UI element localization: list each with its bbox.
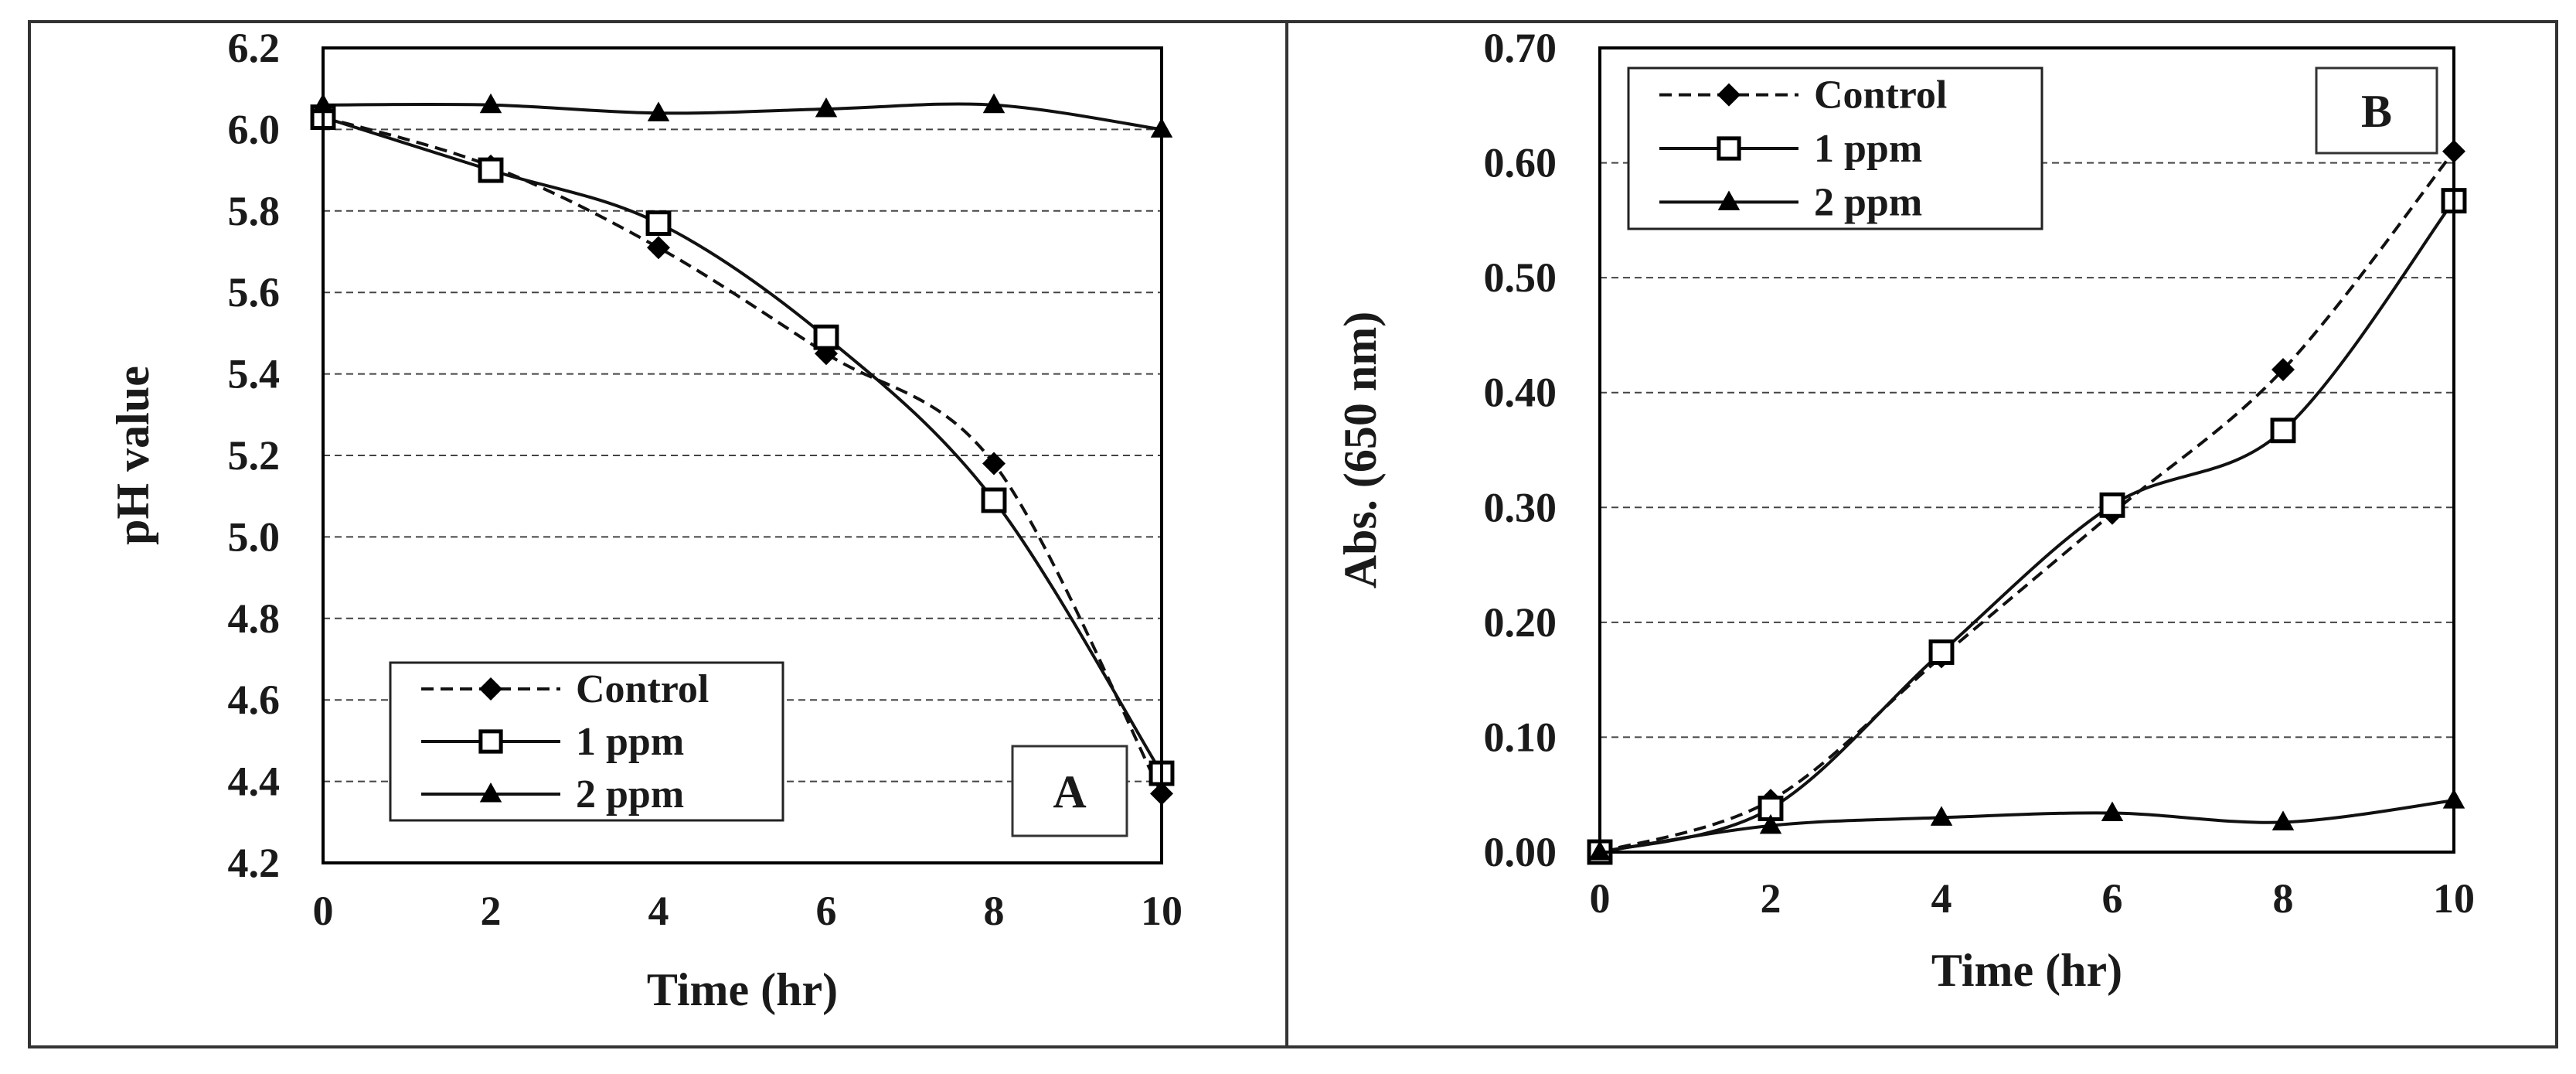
panel-a-y-tick-label: 5.0 <box>228 513 281 560</box>
panel-b-data-point <box>2270 418 2296 444</box>
panel-b-data-point <box>1928 639 1955 665</box>
panel-a-x-tick-label: 8 <box>984 888 1005 934</box>
panel-a-chart: 4.2 4.4 4.6 4.8 5.0 5.2 5.4 5.6 5.8 6.0 6.2 0 2 4 6 8 10… <box>107 25 1183 1015</box>
panel-b-y-tick-label: 0.20 <box>1484 599 1557 646</box>
panel-a-markers <box>310 93 1175 806</box>
panel-b-x-tick-label: 8 <box>2273 875 2294 922</box>
panel-b-legend-marker <box>1717 190 1741 210</box>
panel-b-y-tick-label: 0.10 <box>1484 714 1557 760</box>
panel-b-y-tick-label: 0.70 <box>1484 25 1557 71</box>
panel-a-y-tick-label: 4.8 <box>228 595 281 642</box>
panel-a-tick-labels: 4.2 4.4 4.6 4.8 5.0 5.2 5.4 5.6 5.8 6.0 6.2 0 2 4 6 8 10 <box>228 25 1183 934</box>
panel-b-data-point <box>2271 810 2295 830</box>
panel-a-legend-label: 1 ppm <box>576 720 684 764</box>
panel-b-data-point <box>2101 801 2124 821</box>
panel-a-x-tick-label: 4 <box>648 888 669 934</box>
panel-b-legend: Control 1 ppm 2 ppm <box>1627 66 2043 230</box>
panel-a-y-tick-label: 4.6 <box>228 677 281 723</box>
panel-b-x-axis-title: Time (hr) <box>1931 945 2122 996</box>
panel-b-tick-labels: 0.00 0.10 0.20 0.30 0.40 0.50 0.60 0.70 0 2 4 6 8 10 <box>1484 25 2476 922</box>
panel-b-markers <box>1587 139 2467 865</box>
panel-a-data-point <box>647 236 670 260</box>
panel-b-x-tick-label: 0 <box>1590 875 1611 922</box>
panel-b-y-tick-label: 0.40 <box>1484 370 1557 416</box>
panel-b-legend-label: 1 ppm <box>1814 127 1922 171</box>
panel-a-y-tick-label: 4.4 <box>228 759 281 805</box>
panel-b-x-tick-label: 10 <box>2433 875 2475 922</box>
panel-a-data-point <box>645 210 672 237</box>
panel-b-gridlines <box>1600 162 2454 738</box>
panel-a-x-tick-label: 2 <box>481 888 502 934</box>
panel-a-x-axis-title: Time (hr) <box>647 964 838 1015</box>
panel-b-y-tick-label: 0.50 <box>1484 254 1557 301</box>
panel-a-legend-marker <box>479 782 502 803</box>
panel-a-x-tick-label: 0 <box>313 888 334 934</box>
panel-a-data-point <box>982 93 1006 114</box>
panel-b-y-tick-label: 0.30 <box>1484 484 1557 530</box>
panel-b-legend-label: 2 ppm <box>1814 180 1922 224</box>
panel-b-y-tick-label: 0.60 <box>1484 140 1557 186</box>
panel-a-letter: A <box>1053 766 1086 817</box>
panel-a-y-tick-label: 5.8 <box>228 188 281 234</box>
panel-b-legend-marker <box>1717 83 1741 107</box>
panel-a-x-tick-label: 10 <box>1141 888 1183 934</box>
panel-a-data-point <box>982 452 1006 476</box>
panel-a-legend-marker <box>478 729 503 754</box>
panel-b-series-lines <box>1599 150 2455 854</box>
panel-a-x-tick-label: 6 <box>816 888 837 934</box>
panel-a-data-point <box>479 93 502 114</box>
panel-a-label-box: A <box>1011 745 1128 837</box>
panel-a-data-point <box>813 324 839 350</box>
panel-a-y-tick-label: 5.2 <box>228 432 281 479</box>
panel-b-chart: 0.000.100.200.300.400.500.600.700 2 4 6 8 10 … <box>1335 25 2475 996</box>
panel-b-data-point <box>1930 806 1953 826</box>
panel-b-series-line-2 <box>1599 799 2455 854</box>
panel-b-series-line-1 <box>1599 199 2455 854</box>
panel-b-y-tick-label: 0.00 <box>1484 829 1557 875</box>
panel-a-y-tick-label: 5.4 <box>228 351 281 397</box>
panel-a-plot-area <box>322 46 1163 864</box>
panel-b-y-axis-title: Abs. (650 nm) <box>1335 312 1386 588</box>
panel-b-series-line-0 <box>1599 150 2455 854</box>
panel-a-legend: Control 1 ppm 2 ppm <box>389 661 784 822</box>
panel-a-y-tick-label: 6.2 <box>228 25 281 71</box>
panel-a-legend-label: Control <box>576 667 709 711</box>
panel-b-plot-area <box>1598 46 2455 854</box>
panel-a-data-point <box>478 157 504 183</box>
panel-a-y-tick-label: 6.0 <box>228 106 281 152</box>
panel-a-data-point <box>815 97 838 118</box>
panel-b-legend-marker <box>1717 136 1741 161</box>
panel-a-legend-label: 2 ppm <box>576 772 684 817</box>
panel-a-y-tick-label: 5.6 <box>228 269 281 315</box>
panel-b-label-box: B <box>2315 66 2438 155</box>
panel-b-data-point <box>1759 813 1782 834</box>
panel-b-x-tick-label: 4 <box>1931 875 1952 922</box>
panel-a-legend-marker <box>479 677 502 701</box>
panel-b-x-tick-label: 6 <box>2102 875 2123 922</box>
panel-a-y-tick-label: 4.2 <box>228 840 281 886</box>
panel-b-x-tick-label: 2 <box>1761 875 1781 922</box>
panel-a-data-point <box>981 487 1007 513</box>
panel-a-y-axis-title: pH value <box>107 366 158 545</box>
figure-border <box>28 20 2558 1048</box>
panel-b-letter: B <box>2361 86 2392 137</box>
panel-b-data-point <box>2099 492 2125 518</box>
panel-b-legend-label: Control <box>1814 73 1947 118</box>
panel-a-data-point <box>647 101 670 121</box>
panel-b-data-point <box>2271 358 2295 381</box>
panel-a-series-line-2 <box>322 102 1162 131</box>
